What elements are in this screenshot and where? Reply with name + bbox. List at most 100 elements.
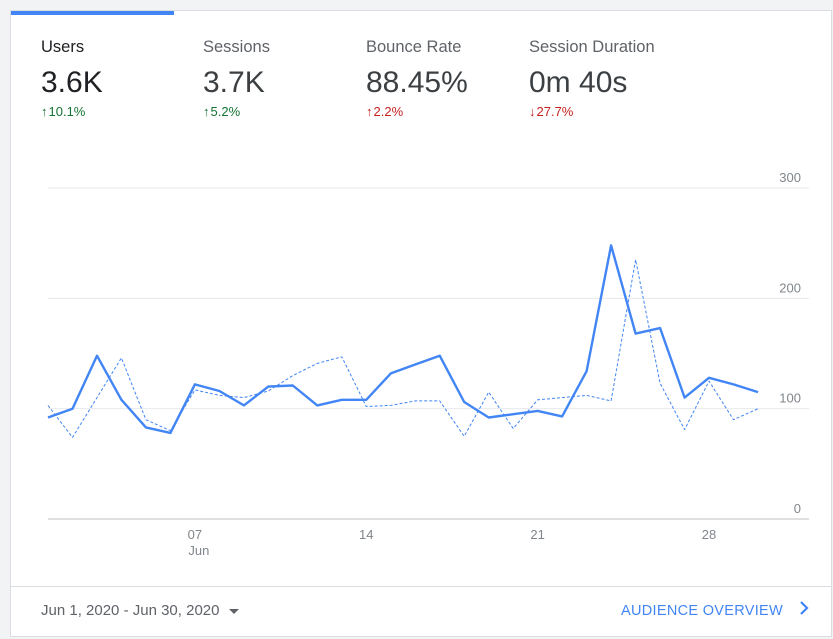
metric-change: ↑2.2% [366, 104, 526, 120]
x-tick-label: 07 [188, 527, 202, 542]
current-data-point [69, 406, 75, 412]
audience-overview-link[interactable]: AUDIENCE OVERVIEW [621, 599, 809, 623]
metric-change-value: 27.7% [536, 104, 574, 119]
comparison-data-point [608, 398, 614, 404]
metric-users-tab[interactable]: Users 3.6K ↑10.1% [41, 36, 201, 131]
comparison-data-point [584, 392, 590, 398]
comparison-data-point [412, 398, 418, 404]
metric-value: 3.7K [203, 66, 265, 99]
current-data-point [192, 381, 198, 387]
date-range-dropdown[interactable]: Jun 1, 2020 - Jun 30, 2020 [41, 599, 240, 623]
audience-overview-card: Users 3.6K ↑10.1% Sessions 3.7K ↑5.2% Bo… [10, 10, 832, 637]
comparison-data-point [486, 389, 492, 395]
x-tick-label: 28 [702, 527, 716, 542]
current-data-point [486, 414, 492, 420]
metric-sessions-tab[interactable]: Sessions 3.7K ↑5.2% [203, 36, 363, 131]
current-data-point [755, 389, 761, 395]
caret-down-icon [229, 608, 240, 614]
arrow-down-icon: ↓ [529, 104, 536, 119]
y-tick-label: 100 [779, 391, 801, 406]
current-data-point [45, 414, 51, 420]
metric-change-value: 2.2% [373, 104, 404, 119]
current-data-point [535, 408, 541, 414]
current-data-point [143, 424, 149, 430]
y-tick-label: 300 [779, 170, 801, 185]
comparison-data-point [657, 380, 663, 386]
current-data-point [608, 242, 614, 248]
current-data-point [94, 353, 100, 359]
current-data-point [510, 411, 516, 417]
comparison-data-point [167, 428, 173, 434]
current-data-point [657, 325, 663, 331]
audience-overview-label: AUDIENCE OVERVIEW [621, 603, 783, 619]
comparison-data-point [192, 387, 198, 393]
comparison-data-point [731, 417, 737, 423]
arrow-up-icon: ↑ [366, 104, 373, 119]
comparison-data-point [314, 360, 320, 366]
metric-change: ↑5.2% [203, 104, 363, 120]
current-data-point [241, 402, 247, 408]
active-metric-indicator [11, 11, 174, 15]
metric-session-duration-tab[interactable]: Session Duration 0m 40s ↓27.7% [529, 36, 689, 131]
current-data-point [339, 397, 345, 403]
current-data-point [682, 395, 688, 401]
metric-change: ↑10.1% [41, 104, 201, 120]
comparison-data-point [363, 403, 369, 409]
comparison-data-point [339, 354, 345, 360]
arrow-up-icon: ↑ [203, 104, 210, 119]
current-data-point [559, 413, 565, 419]
metric-change-value: 10.1% [48, 104, 86, 119]
current-data-point [412, 362, 418, 368]
comparison-data-point [755, 406, 761, 412]
comparison-data-point [45, 402, 51, 408]
comparison-series-line [47, 259, 759, 438]
footer-divider [11, 586, 831, 587]
comparison-data-point [633, 257, 639, 263]
x-tick-sublabel: Jun [188, 543, 209, 558]
y-tick-label: 200 [779, 280, 801, 295]
x-tick-label: 21 [530, 527, 544, 542]
current-data-point [314, 402, 320, 408]
metric-change: ↓27.7% [529, 104, 689, 120]
current-series-line [47, 244, 759, 435]
current-data-point [584, 368, 590, 374]
comparison-data-point [216, 392, 222, 398]
comparison-data-point [241, 395, 247, 401]
metric-bounce-rate-tab[interactable]: Bounce Rate 88.45% ↑2.2% [366, 36, 526, 131]
comparison-data-point [69, 434, 75, 440]
current-data-point [437, 353, 443, 359]
comparison-data-point [94, 395, 100, 401]
comparison-data-point [535, 397, 541, 403]
arrow-up-icon: ↑ [41, 104, 48, 119]
comparison-data-point [265, 388, 271, 394]
metric-change-value: 5.2% [210, 104, 241, 119]
current-data-point [633, 331, 639, 337]
metric-label: Sessions [203, 38, 270, 56]
y-tick-label: 0 [794, 501, 801, 516]
comparison-data-point [461, 433, 467, 439]
comparison-data-point [143, 417, 149, 423]
date-range-label: Jun 1, 2020 - Jun 30, 2020 [41, 602, 220, 619]
comparison-data-point [682, 427, 688, 433]
comparison-data-point [437, 398, 443, 404]
current-data-point [290, 382, 296, 388]
x-tick-label: 14 [359, 527, 373, 542]
current-data-point [388, 370, 394, 376]
metric-value: 3.6K [41, 66, 103, 99]
metric-value: 88.45% [366, 66, 468, 99]
comparison-data-point [290, 373, 296, 379]
current-data-point [731, 381, 737, 387]
metric-label: Session Duration [529, 38, 655, 56]
current-data-point [118, 397, 124, 403]
current-data-point [461, 399, 467, 405]
comparison-data-point [118, 355, 124, 361]
comparison-data-point [388, 402, 394, 408]
comparison-data-point [510, 426, 516, 432]
chevron-right-icon [799, 599, 809, 623]
comparison-data-point [706, 378, 712, 384]
metric-label: Bounce Rate [366, 38, 462, 56]
metric-label: Users [41, 38, 85, 56]
metric-value: 0m 40s [529, 66, 628, 99]
comparison-data-point [559, 395, 565, 401]
